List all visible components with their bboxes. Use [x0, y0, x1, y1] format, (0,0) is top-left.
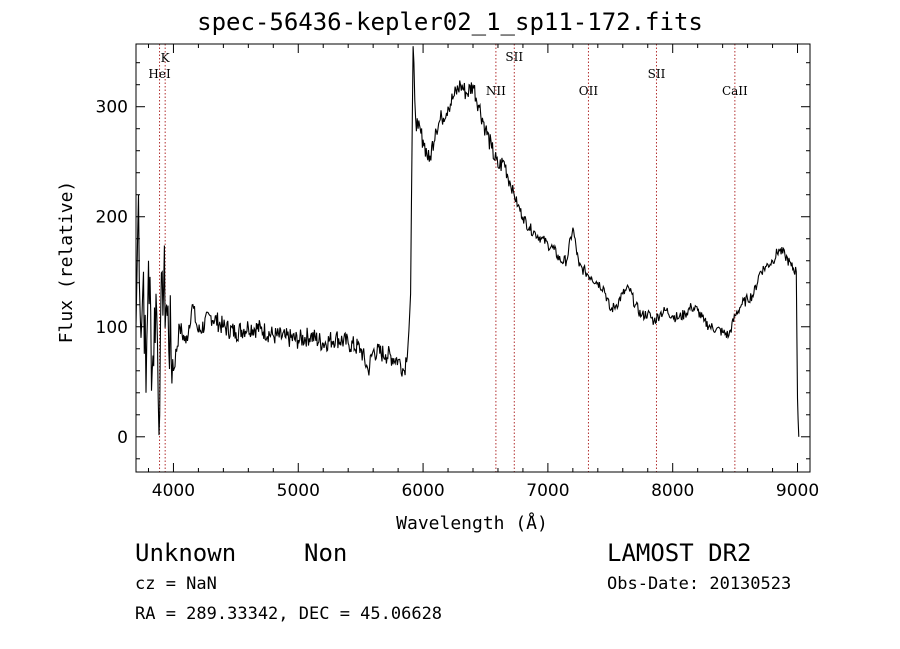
- ra-dec: RA = 289.33342, DEC = 45.06628: [135, 604, 443, 624]
- ref-line-label: SII: [505, 50, 523, 64]
- x-tick-label: 5000: [277, 481, 320, 501]
- ref-line-label: CaII: [722, 84, 748, 98]
- ref-line-label: OII: [579, 84, 599, 98]
- x-tick-label: 7000: [526, 481, 569, 501]
- ref-line-label: HeI: [148, 67, 171, 81]
- y-tick-label: 100: [96, 318, 128, 338]
- y-tick-label: 200: [96, 208, 128, 228]
- object-class: Unknown: [135, 539, 237, 567]
- survey-name: LAMOST DR2: [607, 539, 752, 567]
- y-axis-label: Flux (relative): [56, 181, 77, 344]
- y-tick-label: 0: [117, 428, 128, 448]
- axes: 4000 5000 6000 7000 8000 9000 0 100 200 300: [96, 43, 819, 501]
- plot-frame: [135, 43, 811, 473]
- cz-value: cz = NaN: [135, 574, 217, 594]
- ref-line-label: SII: [648, 67, 666, 81]
- reference-lines: K HeI NII SII OII SII CaII: [148, 44, 748, 472]
- x-axis-label: Wavelength (Å): [396, 512, 548, 534]
- y-tick-label: 300: [96, 98, 128, 118]
- x-tick-label: 4000: [152, 481, 195, 501]
- object-subclass: Non: [304, 539, 348, 567]
- spectrum-line: [135, 46, 800, 437]
- ref-line-label: K: [161, 51, 171, 65]
- chart-title: spec-56436-kepler02_1_sp11-172.fits: [197, 8, 703, 36]
- ref-line-label: NII: [486, 84, 506, 98]
- x-tick-label: 8000: [651, 481, 694, 501]
- obs-date: Obs-Date: 20130523: [607, 574, 792, 594]
- x-tick-label: 9000: [776, 481, 819, 501]
- x-tick-label: 6000: [401, 481, 444, 501]
